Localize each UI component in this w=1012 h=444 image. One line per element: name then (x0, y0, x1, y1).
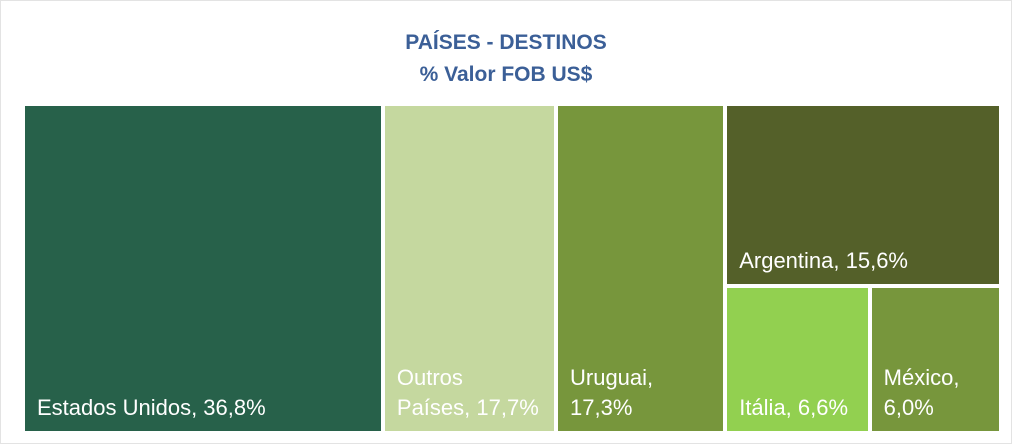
treemap-cell: Uruguai, 17,3% (558, 106, 724, 431)
data-label: Outros Países, 17,7% (396, 365, 539, 420)
data-label: Estados Unidos, 36,8% (37, 395, 266, 420)
data-label: México, 6,0% (883, 365, 960, 420)
treemap-cell: Argentina, 15,6% (727, 106, 999, 284)
chart-subtitle: % Valor FOB US$ (419, 63, 593, 86)
treemap-cell: México, 6,0% (871, 288, 999, 431)
treemap-cell: Outros Países, 17,7% (384, 106, 554, 431)
data-label: Uruguai, 17,3% (570, 365, 654, 420)
data-label: Itália, 6,6% (739, 395, 849, 420)
treemap-cell: Itália, 6,6% (727, 288, 868, 431)
data-label: Argentina, 15,6% (739, 248, 908, 273)
treemap-cell: Estados Unidos, 36,8% (25, 106, 381, 431)
chart-title: PAÍSES - DESTINOS (405, 31, 607, 54)
